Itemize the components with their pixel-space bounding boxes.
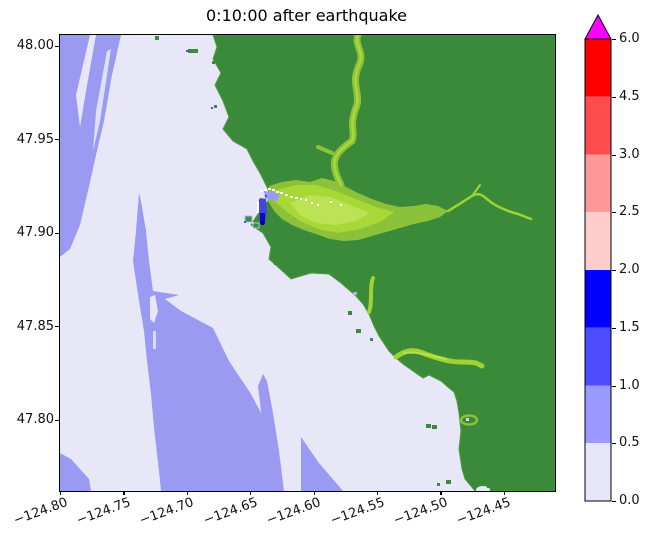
colorbar-tick [612, 96, 616, 98]
x-tick-label: −124.65 [201, 495, 260, 529]
y-tick-label: 47.80 [16, 412, 54, 427]
y-tick-label: 47.85 [16, 319, 54, 334]
coastal-lagoon [459, 414, 479, 426]
x-tick-label: −124.60 [264, 495, 323, 529]
x-tick-mark [186, 491, 188, 495]
x-tick-mark [503, 491, 505, 495]
colorbar-label: 1.5 [619, 320, 640, 335]
colorbar-tick [612, 501, 616, 503]
river-valley-north-branch [316, 35, 365, 189]
x-tick-mark [60, 491, 62, 495]
y-tick-label: 47.95 [16, 132, 54, 147]
river-mouth-channel [258, 191, 279, 225]
colorbar-over-arrow [584, 13, 612, 40]
wave-band-upper-left [60, 35, 121, 257]
colorbar-label: 0.0 [619, 493, 640, 508]
colorbar-tick [612, 212, 616, 214]
colorbar-segments [585, 39, 611, 501]
wave-band-hole [153, 331, 156, 349]
colorbar-tick [612, 385, 616, 387]
river-valley-main [268, 178, 533, 241]
colorbar-label: 2.5 [619, 204, 640, 219]
colorbar-label: 1.0 [619, 378, 640, 393]
map-plot [59, 34, 556, 492]
wave-streak [241, 463, 251, 491]
coastal-notch [476, 486, 490, 491]
x-tick-mark [440, 491, 442, 495]
colorbar-label: 0.5 [619, 435, 640, 450]
wave-band-streak-gap [93, 49, 111, 151]
wave-band-hole [150, 295, 158, 323]
y-tick-mark [55, 45, 59, 47]
colorbar-label: 3.0 [619, 147, 640, 162]
wave-band-bottom-left [60, 453, 91, 491]
colorbar-tick [612, 154, 616, 156]
x-tick-label: −124.50 [391, 495, 450, 529]
x-tick-label: −124.75 [74, 495, 133, 529]
islands [155, 36, 451, 486]
river-valley-south [367, 276, 485, 369]
y-tick-label: 47.90 [16, 225, 54, 240]
page-title: 0:10:00 after earthquake [206, 6, 407, 25]
land-mass [212, 35, 555, 491]
y-tick-mark [55, 232, 59, 234]
colorbar-tick [612, 327, 616, 329]
island [487, 486, 490, 488]
y-tick-mark [55, 326, 59, 328]
x-tick-label: −124.80 [11, 495, 70, 529]
y-tick-mark [55, 139, 59, 141]
coastal-wave-pixel [353, 292, 357, 295]
colorbar-label: 4.5 [619, 89, 640, 104]
colorbar-label: 6.0 [619, 31, 640, 46]
colorbar-border [584, 38, 612, 502]
y-tick-label: 48.00 [16, 38, 54, 53]
x-tick-mark [123, 491, 125, 495]
colorbar-tick [612, 39, 616, 41]
x-tick-label: −124.45 [454, 495, 513, 529]
x-tick-label: −124.70 [137, 495, 196, 529]
island-wave-pixels [186, 50, 246, 223]
colorbar-label: 2.0 [619, 262, 640, 277]
colorbar-tick [612, 443, 616, 445]
wave-band-streak-gap [76, 35, 96, 127]
x-tick-mark [313, 491, 315, 495]
x-tick-mark [250, 491, 252, 495]
colorbar-tick [612, 270, 616, 272]
x-tick-label: −124.55 [328, 495, 387, 529]
wave-streak [301, 437, 343, 491]
colorbar [584, 13, 614, 508]
wave-streak [258, 374, 284, 491]
wave-band-central [133, 193, 343, 491]
y-tick-mark [55, 419, 59, 421]
x-tick-mark [377, 491, 379, 495]
